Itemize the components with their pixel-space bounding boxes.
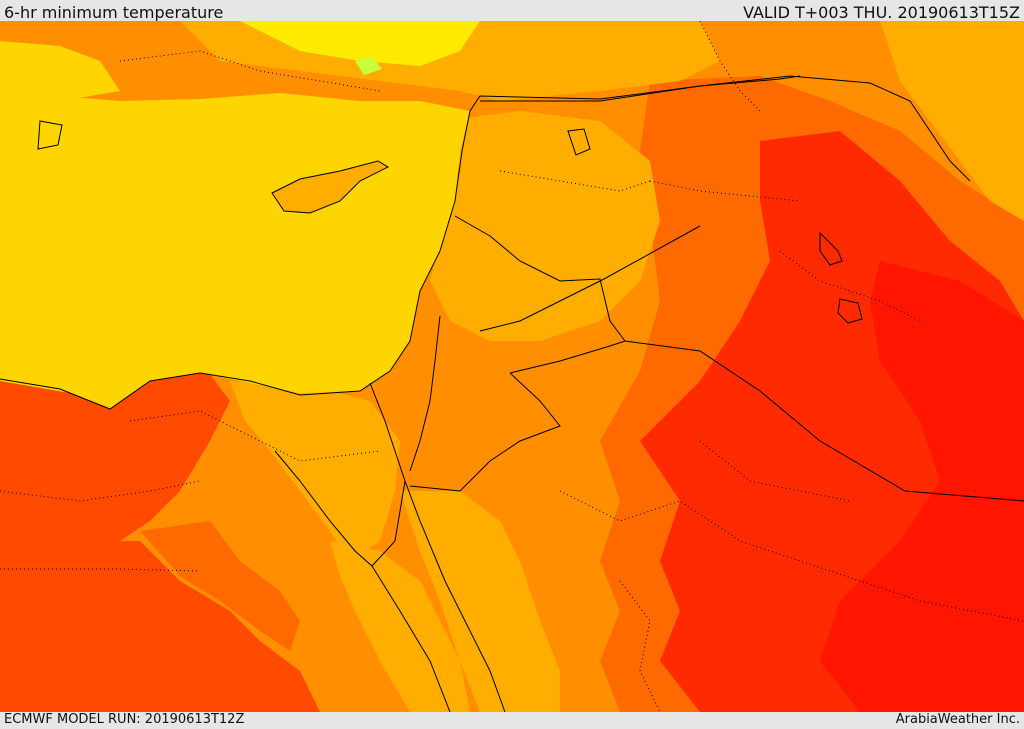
map-line bbox=[371, 565, 451, 712]
map-line bbox=[454, 215, 626, 342]
field-gulf-deep bbox=[820, 261, 1024, 712]
field-arabia-west bbox=[400, 491, 560, 712]
field-red-sea-coast bbox=[330, 541, 470, 712]
field-sinai bbox=[230, 381, 400, 561]
model-run-label: ECMWF MODEL RUN: 20190613T12Z bbox=[4, 712, 245, 727]
map-line bbox=[37, 120, 63, 150]
map-line bbox=[619, 580, 661, 712]
map-line bbox=[567, 128, 591, 156]
field-egypt-southwest bbox=[0, 541, 320, 712]
map-line bbox=[409, 372, 561, 492]
field-aegean bbox=[0, 41, 120, 101]
map-coastlines bbox=[0, 75, 863, 712]
field-egypt-band bbox=[140, 521, 300, 651]
field-levant bbox=[430, 111, 660, 341]
credit-label: ArabiaWeather Inc. bbox=[895, 712, 1020, 727]
map-line bbox=[404, 480, 506, 712]
field-anatolia-green bbox=[355, 57, 382, 75]
map-line bbox=[369, 382, 406, 482]
map-line bbox=[0, 480, 201, 502]
map-line bbox=[0, 568, 201, 572]
map-province-borders bbox=[0, 21, 1024, 712]
field-cyprus bbox=[272, 161, 388, 213]
map-line bbox=[699, 440, 851, 502]
map-line bbox=[479, 225, 701, 332]
map-line bbox=[274, 450, 406, 567]
map-line bbox=[779, 250, 921, 322]
map-title: 6-hr minimum temperature bbox=[4, 3, 224, 22]
field-turkey-east bbox=[880, 21, 1024, 221]
field-egypt-west bbox=[0, 361, 230, 551]
map-line bbox=[837, 298, 863, 324]
map-line bbox=[271, 160, 390, 214]
map-line bbox=[0, 75, 801, 410]
map-line bbox=[119, 50, 381, 92]
map-line bbox=[624, 340, 1024, 502]
map-line bbox=[649, 180, 801, 202]
map-line bbox=[480, 75, 971, 182]
valid-time-label: VALID T+003 THU. 20190613T15Z bbox=[743, 3, 1020, 22]
temperature-map bbox=[0, 21, 1024, 712]
map-political-borders bbox=[369, 75, 1024, 502]
map-line bbox=[409, 315, 441, 472]
map-line bbox=[509, 340, 626, 374]
field-anatolia-yellow bbox=[240, 21, 480, 66]
map-canvas bbox=[0, 21, 1024, 712]
map-line bbox=[819, 231, 843, 266]
